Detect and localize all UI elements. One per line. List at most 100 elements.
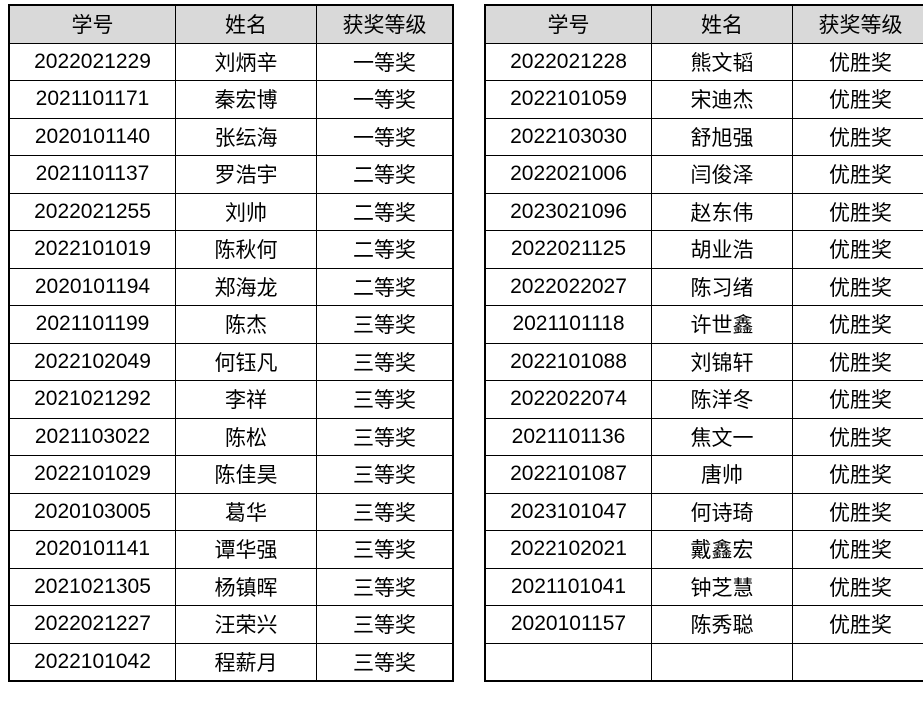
table-row: 2022101088 刘锦轩 优胜奖 [484, 342, 923, 381]
award-table-right: 学号 姓名 获奖等级 2022021228 熊文韬 优胜奖 2022101059 宋迪杰 优胜… [484, 4, 923, 682]
student-id-cell: 2022101019 [8, 230, 176, 269]
award-level-cell: 三等奖 [316, 455, 454, 494]
award-level-cell: 优胜奖 [792, 567, 923, 606]
student-id-cell: 2023101047 [484, 492, 652, 531]
table-row: 2020101140 张纭海 一等奖 [8, 117, 454, 156]
award-level-cell: 优胜奖 [792, 117, 923, 156]
student-id-cell: 2022021229 [8, 42, 176, 81]
student-id-cell: 2023021096 [484, 192, 652, 231]
table-row: 2022022027 陈习绪 优胜奖 [484, 267, 923, 306]
student-id-cell: 2020101141 [8, 530, 176, 569]
name-cell: 陈习绪 [651, 267, 793, 306]
name-cell: 闫俊泽 [651, 155, 793, 194]
award-level-cell: 优胜奖 [792, 380, 923, 419]
table-row: 2021103022 陈松 三等奖 [8, 417, 454, 456]
award-level-cell: 三等奖 [316, 342, 454, 381]
name-cell: 葛华 [175, 492, 317, 531]
column-header-student-id: 学号 [484, 4, 652, 44]
student-id-cell: 2021101041 [484, 567, 652, 606]
student-id-cell: 2022022074 [484, 380, 652, 419]
table-row: 2022021228 熊文韬 优胜奖 [484, 42, 923, 81]
header-row: 学号 姓名 获奖等级 [484, 4, 923, 44]
award-level-cell [792, 642, 923, 682]
name-cell: 谭华强 [175, 530, 317, 569]
student-id-cell: 2022101087 [484, 455, 652, 494]
table-row: 2022101042 程薪月 三等奖 [8, 642, 454, 682]
table-row: 2023021096 赵东伟 优胜奖 [484, 192, 923, 231]
student-id-cell: 2021101199 [8, 305, 176, 344]
student-id-cell: 2022022027 [484, 267, 652, 306]
table-row: 2022021227 汪荣兴 三等奖 [8, 605, 454, 644]
award-level-cell: 优胜奖 [792, 605, 923, 644]
award-level-cell: 一等奖 [316, 80, 454, 119]
award-level-cell: 二等奖 [316, 192, 454, 231]
name-cell: 刘炳辛 [175, 42, 317, 81]
name-cell: 赵东伟 [651, 192, 793, 231]
table-row: 2020103005 葛华 三等奖 [8, 492, 454, 531]
name-cell: 陈洋冬 [651, 380, 793, 419]
student-id-cell: 2022021228 [484, 42, 652, 81]
name-cell: 陈松 [175, 417, 317, 456]
name-cell: 唐帅 [651, 455, 793, 494]
header-row: 学号 姓名 获奖等级 [8, 4, 454, 44]
table-row: 2021021292 李祥 三等奖 [8, 380, 454, 419]
student-id-cell: 2020101140 [8, 117, 176, 156]
name-cell: 杨镇晖 [175, 567, 317, 606]
award-level-cell: 优胜奖 [792, 267, 923, 306]
student-id-cell: 2021021305 [8, 567, 176, 606]
table-row: 2021101137 罗浩宇 二等奖 [8, 155, 454, 194]
award-level-cell: 三等奖 [316, 642, 454, 682]
student-id-cell: 2022101029 [8, 455, 176, 494]
award-level-cell: 二等奖 [316, 267, 454, 306]
name-cell: 郑海龙 [175, 267, 317, 306]
table-row: 2021101041 钟芝慧 优胜奖 [484, 567, 923, 606]
table-row: 2022102049 何钰凡 三等奖 [8, 342, 454, 381]
table-row: 2022101019 陈秋何 二等奖 [8, 230, 454, 269]
name-cell: 秦宏博 [175, 80, 317, 119]
student-id-cell: 2022021227 [8, 605, 176, 644]
student-id-cell: 2021103022 [8, 417, 176, 456]
award-level-cell: 一等奖 [316, 42, 454, 81]
award-level-cell: 优胜奖 [792, 42, 923, 81]
student-id-cell: 2022021006 [484, 155, 652, 194]
student-id-cell: 2020101194 [8, 267, 176, 306]
award-level-cell: 二等奖 [316, 155, 454, 194]
column-header-name: 姓名 [175, 4, 317, 44]
student-id-cell: 2021021292 [8, 380, 176, 419]
name-cell: 陈杰 [175, 305, 317, 344]
table-row: 2022022074 陈洋冬 优胜奖 [484, 380, 923, 419]
name-cell: 胡业浩 [651, 230, 793, 269]
award-level-cell: 三等奖 [316, 417, 454, 456]
name-cell: 舒旭强 [651, 117, 793, 156]
table-row: 2020101194 郑海龙 二等奖 [8, 267, 454, 306]
name-cell: 罗浩宇 [175, 155, 317, 194]
table-row: 2022021255 刘帅 二等奖 [8, 192, 454, 231]
table-row: 2022102021 戴鑫宏 优胜奖 [484, 530, 923, 569]
award-level-cell: 三等奖 [316, 605, 454, 644]
student-id-cell: 2022103030 [484, 117, 652, 156]
award-level-cell: 优胜奖 [792, 342, 923, 381]
award-level-cell: 三等奖 [316, 492, 454, 531]
table-row: 2020101141 谭华强 三等奖 [8, 530, 454, 569]
name-cell: 何诗琦 [651, 492, 793, 531]
table-row: 2020101157 陈秀聪 优胜奖 [484, 605, 923, 644]
table-row: 2022021125 胡业浩 优胜奖 [484, 230, 923, 269]
award-level-cell: 优胜奖 [792, 417, 923, 456]
table-row: 2023101047 何诗琦 优胜奖 [484, 492, 923, 531]
award-level-cell: 优胜奖 [792, 530, 923, 569]
student-id-cell: 2022102021 [484, 530, 652, 569]
award-table-left: 学号 姓名 获奖等级 2022021229 刘炳辛 一等奖 2021101171 秦宏博 一等… [8, 4, 454, 682]
student-id-cell: 2021101137 [8, 155, 176, 194]
name-cell: 宋迪杰 [651, 80, 793, 119]
award-level-cell: 三等奖 [316, 567, 454, 606]
name-cell: 刘帅 [175, 192, 317, 231]
name-cell: 陈佳昊 [175, 455, 317, 494]
table-row: 2022021006 闫俊泽 优胜奖 [484, 155, 923, 194]
column-header-name: 姓名 [651, 4, 793, 44]
student-id-cell [484, 642, 652, 682]
award-level-cell: 三等奖 [316, 530, 454, 569]
table-row: 2022101029 陈佳昊 三等奖 [8, 455, 454, 494]
award-level-cell: 优胜奖 [792, 80, 923, 119]
student-id-cell: 2022101059 [484, 80, 652, 119]
column-header-student-id: 学号 [8, 4, 176, 44]
